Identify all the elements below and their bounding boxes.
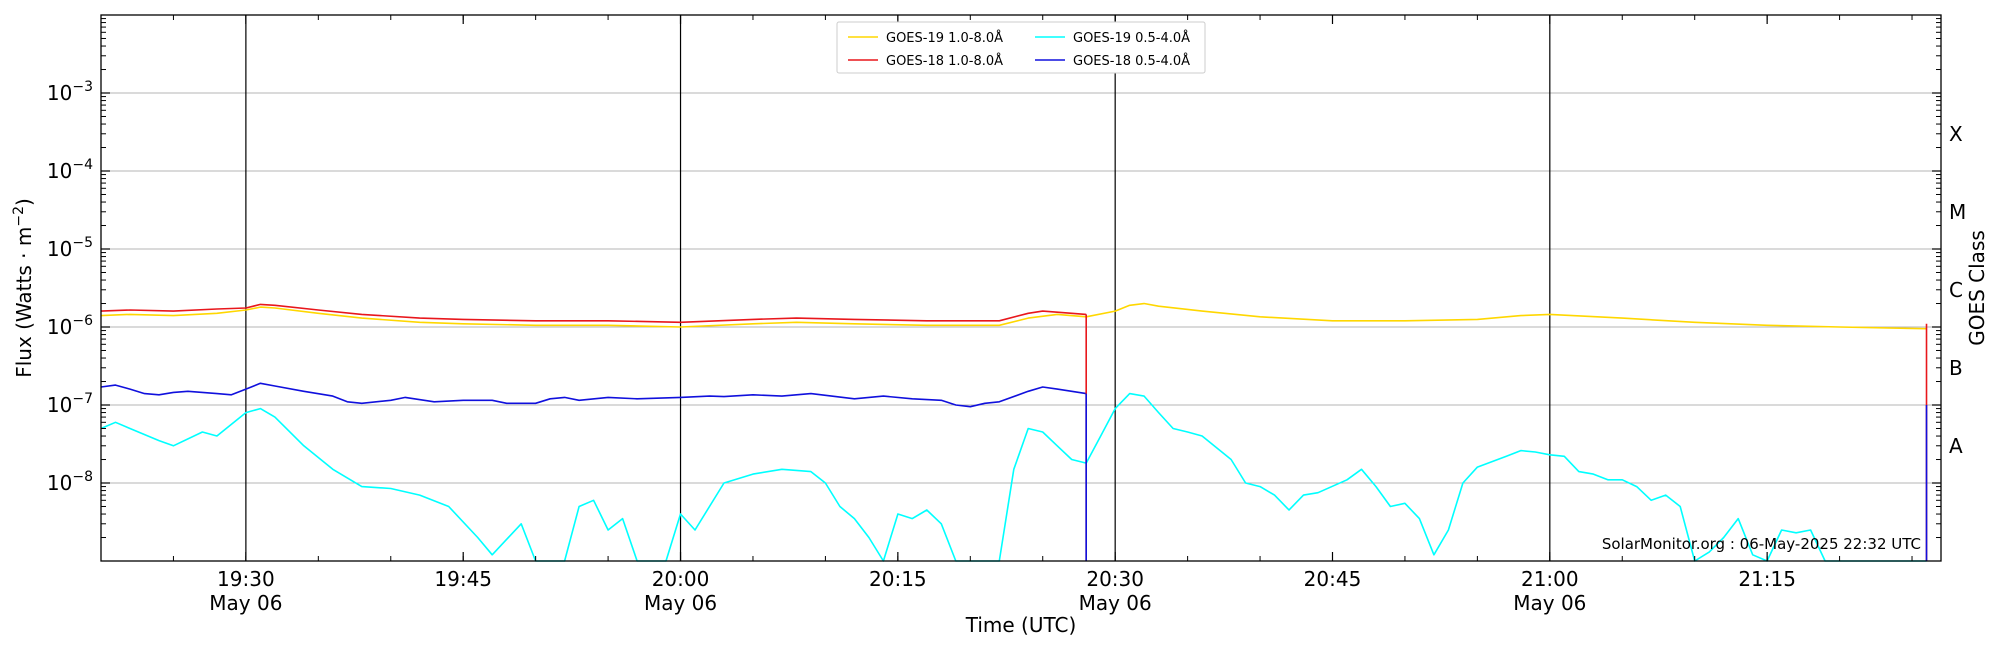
y-axis-title: Flux (Watts · m−2) (11, 198, 36, 378)
y-tick-label: 10−5 (47, 235, 93, 261)
plot-background (101, 15, 1941, 561)
y-tick-label: 10−3 (47, 79, 93, 105)
y-tick-label: 10−4 (47, 157, 93, 183)
legend-label: GOES-18 0.5-4.0Å (1073, 53, 1190, 69)
x-tick-label: 19:45 (434, 567, 492, 591)
goes-class-label: M (1949, 200, 1966, 224)
series-line-2 (100, 303, 1087, 324)
x-tick-date-label: May 06 (209, 591, 282, 615)
legend-label: GOES-19 1.0-8.0Å (886, 30, 1003, 46)
goes-class-label: A (1949, 434, 1963, 458)
y-tick-label: 10−8 (47, 469, 93, 495)
day-boundary-lines (245, 15, 1551, 561)
goes-class-label: C (1949, 278, 1963, 302)
grid-lines (101, 92, 1941, 484)
goes-class-label: B (1949, 356, 1963, 380)
series-line-4 (100, 382, 1087, 408)
legend-label: GOES-19 0.5-4.0Å (1073, 30, 1190, 46)
x-tick-label: 20:45 (1304, 567, 1362, 591)
legend-label: GOES-18 1.0-8.0Å (886, 53, 1003, 69)
goes-class-label: X (1949, 122, 1963, 146)
legend-frame (836, 21, 1206, 74)
goes-class-labels: X M C B A (1949, 122, 1966, 458)
x-tick-label: 21:15 (1738, 567, 1796, 591)
series-end-markers (1085, 314, 1928, 561)
credit-text: SolarMonitor.org : 06-May-2025 22:32 UTC (1602, 535, 1921, 553)
legend: GOES-19 1.0-8.0Å GOES-18 1.0-8.0Å GOES-19 … (836, 21, 1206, 74)
y-tick-label: 10−7 (47, 391, 93, 417)
x-tick-date-label: May 06 (644, 591, 717, 615)
plot-frame (100, 14, 1942, 562)
y-tick-label: 10−6 (47, 313, 93, 339)
x-tick-date-label: May 06 (1513, 591, 1586, 615)
x-tick-label: 21:00 (1521, 567, 1579, 591)
series-line-1 (100, 302, 1927, 330)
goes-class-axis-title: GOES Class (1965, 230, 1989, 346)
x-axis-title: Time (UTC) (965, 613, 1077, 637)
x-tick-date-label: May 06 (1079, 591, 1152, 615)
x-tick-label: 20:30 (1086, 567, 1144, 591)
x-tick-label: 20:00 (652, 567, 710, 591)
y-axis-ticks: 10−3 10−4 10−5 10−6 10−7 10−8 (47, 18, 1941, 539)
x-tick-label: 19:30 (217, 567, 275, 591)
x-tick-label: 20:15 (869, 567, 927, 591)
